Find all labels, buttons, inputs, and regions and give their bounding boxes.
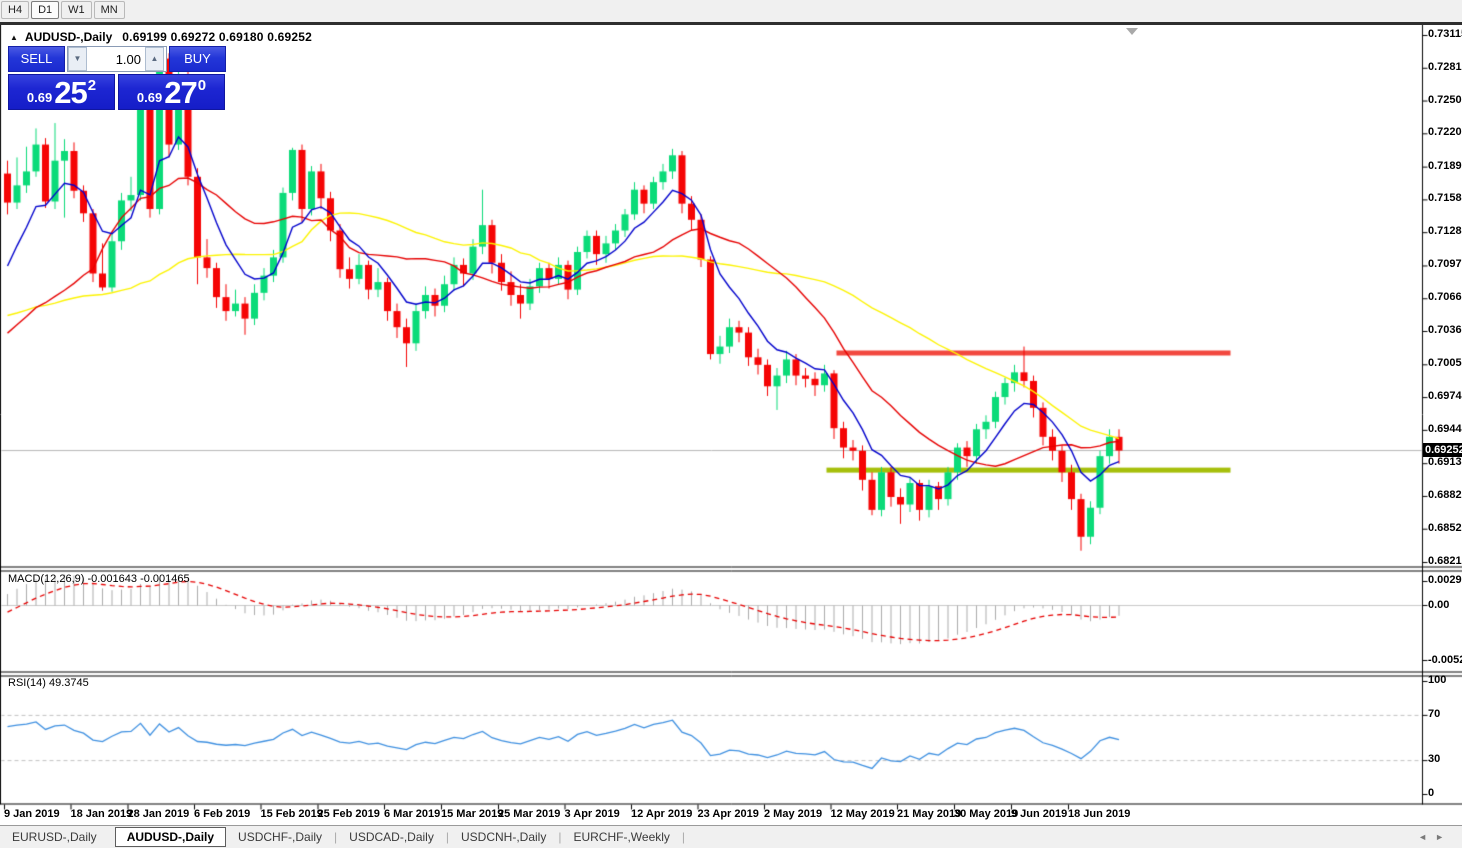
collapse-triangle-icon[interactable]: ▲ [10,33,18,42]
sell-price-tile[interactable]: 0.69 25 2 [8,74,115,110]
tab-separator: | [558,830,562,844]
date-axis-label: 18 Jun 2019 [1068,808,1131,820]
timeframe-button-w1[interactable]: W1 [61,1,92,19]
macd-axis-label: -0.005256 [1428,654,1462,666]
timeframe-toolbar: H4 D1 W1 MN [0,0,1462,22]
date-axis-label: 9 Jan 2019 [4,808,60,820]
volume-decrease-icon[interactable]: ▼ [68,47,87,71]
chart-window: ▲ AUDUSD-,Daily 0.69199 0.69272 0.69180 0.… [0,25,1462,825]
chart-ohlc-values: 0.69199 0.69272 0.69180 0.69252 [122,30,312,44]
tab-eurchf-weekly[interactable]: EURCHF-,Weekly [573,830,670,844]
price-axis-label: 0.72505 [1428,93,1462,106]
timeframe-button-h4[interactable]: H4 [1,1,30,19]
chart-title-bar: ▲ AUDUSD-,Daily 0.69199 0.69272 0.69180 0.… [10,30,312,44]
chart-tab-bar: EURUSD-,Daily AUDUSD-,Daily USDCHF-,Daily |… [0,825,1462,848]
date-axis-label: 12 May 2019 [830,808,895,820]
window-top-border [0,22,1462,25]
date-axis-label: 25 Mar 2019 [498,808,561,820]
date-axis-label: 9 Jun 2019 [1011,808,1068,820]
rsi-axis-label: 30 [1428,753,1441,766]
rsi-indicator-label: RSI(14) 49.3745 [8,677,89,689]
timeframe-button-mn[interactable]: MN [93,1,125,19]
date-axis-label: 6 Feb 2019 [194,808,251,820]
date-axis-label: 30 May 2019 [954,808,1019,820]
price-axis-label: 0.69745 [1428,390,1462,403]
date-axis-label: 6 Mar 2019 [384,808,441,820]
tab-separator: | [681,830,686,844]
tab-scroll-arrows[interactable]: ◄► [1418,832,1452,842]
tab-usdcnh-daily[interactable]: USDCNH-,Daily [460,830,547,844]
date-axis-label: 12 Apr 2019 [631,808,693,820]
price-axis-label: 0.68825 [1428,488,1462,501]
sell-price-pipette: 2 [87,77,97,94]
buy-price-big: 27 [164,75,197,110]
price-chart-canvas[interactable] [0,25,1462,825]
volume-input[interactable] [87,47,145,71]
volume-stepper: ▼ ▲ [67,46,167,72]
sell-price-prefix: 0.69 [26,90,53,105]
volume-increase-icon[interactable]: ▲ [145,47,164,71]
tab-separator: | [445,830,449,844]
tab-separator: | [334,830,338,844]
date-axis-label: 18 Jan 2019 [70,808,133,820]
macd-axis-label: 0.002984 [1428,574,1462,586]
price-axis-label: 0.70665 [1428,291,1462,304]
tab-eurusd-daily[interactable]: EURUSD-,Daily [12,830,97,844]
tab-scroll-left-icon[interactable]: ◄ [1418,832,1436,842]
date-axis-label: 15 Feb 2019 [260,808,323,820]
tab-audusd-daily[interactable]: AUDUSD-,Daily [114,827,227,847]
rsi-axis-label: 100 [1428,674,1447,686]
date-axis-label: 21 May 2019 [897,808,962,820]
chart-shift-marker-icon[interactable] [1126,28,1138,35]
buy-price-tile[interactable]: 0.69 27 0 [118,74,225,110]
tab-usdchf-daily[interactable]: USDCHF-,Daily [238,830,323,844]
date-axis-label: 23 Apr 2019 [697,808,759,820]
buy-button[interactable]: BUY [169,46,226,72]
price-axis-label: 0.71585 [1428,192,1462,205]
rsi-axis-label: 70 [1428,707,1441,720]
chart-tabs: EURUSD-,Daily AUDUSD-,Daily USDCHF-,Daily |… [0,827,685,847]
date-axis-label: 25 Feb 2019 [317,808,380,820]
price-axis-label: 0.73115 [1428,28,1462,40]
buy-price-pipette: 0 [197,77,207,94]
date-axis-label: 28 Jan 2019 [127,808,190,820]
date-axis-label: 15 Mar 2019 [441,808,504,820]
macd-indicator-label: MACD(12,26,9) -0.001643 -0.001465 [8,573,190,585]
chart-symbol-title: AUDUSD-,Daily [24,30,113,44]
macd-axis-label: 0.00 [1428,599,1450,611]
sell-button[interactable]: SELL [8,46,65,72]
tab-usdcad-daily[interactable]: USDCAD-,Daily [349,830,434,844]
date-axis-label: 2 May 2019 [764,808,823,820]
one-click-trade-panel: SELL ▼ ▲ BUY 0.69 25 2 0.69 27 0 [8,46,226,110]
date-axis-label: 3 Apr 2019 [564,808,620,820]
current-price-tag: 0.69252 [1423,443,1462,458]
timeframe-button-d1[interactable]: D1 [31,1,60,19]
sell-price-big: 25 [54,75,87,110]
tab-scroll-right-icon[interactable]: ► [1435,832,1452,842]
buy-price-prefix: 0.69 [136,90,163,105]
rsi-axis-label: 0 [1428,787,1435,799]
